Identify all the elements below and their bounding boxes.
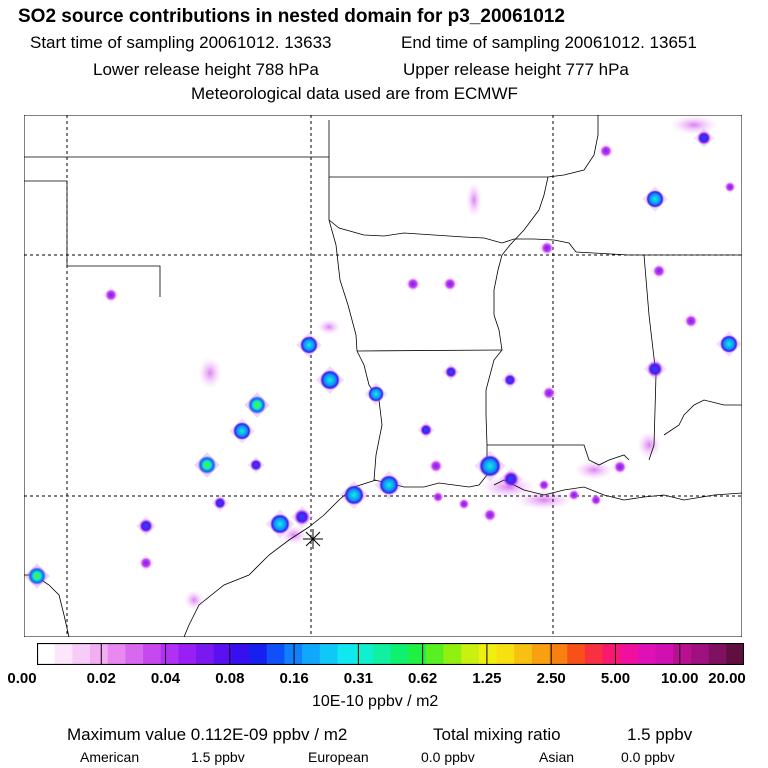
contribution-map xyxy=(24,115,742,637)
plume-layer xyxy=(184,115,718,610)
end-time-label: End time of sampling 20061012. 13651 xyxy=(401,33,697,52)
color-scale-swatch xyxy=(496,643,515,665)
maximum-value-label: Maximum value 0.112E-09 ppbv / m2 xyxy=(67,725,348,744)
color-scale-swatch xyxy=(213,643,233,665)
units-label: 10E-10 ppbv / m2 xyxy=(312,693,439,710)
color-scale-swatch xyxy=(196,643,215,665)
color-scale-frame xyxy=(37,643,744,665)
map-frame xyxy=(24,115,742,637)
color-scale-tick-label: 10.00 xyxy=(660,670,699,687)
color-scale-tick-label: 0.00 xyxy=(7,670,37,687)
color-scale-swatch xyxy=(125,643,144,665)
color-scale-tick-label: 0.04 xyxy=(150,670,181,687)
meteorological-data-label: Meteorological data used are from ECMWF xyxy=(191,84,518,103)
start-time-label: Start time of sampling 20061012. 13633 xyxy=(30,33,332,52)
region-asian-name: Asian xyxy=(539,749,575,765)
color-scale-swatch xyxy=(266,643,286,665)
color-scale-tick-label: 0.16 xyxy=(279,670,309,687)
color-scale-bar xyxy=(37,643,744,665)
total-mixing-ratio-label: Total mixing ratio xyxy=(433,725,561,744)
color-scale-swatch xyxy=(160,643,180,665)
color-scale-tick-label: 20.00 xyxy=(708,670,746,687)
upper-release-height-label: Upper release height 777 hPa xyxy=(403,60,629,79)
color-scale-swatch xyxy=(178,643,197,665)
total-mixing-ratio-value: 1.5 ppbv xyxy=(627,725,693,744)
color-scale-tick-label: 0.31 xyxy=(343,670,373,687)
color-scale-swatch xyxy=(514,643,533,665)
color-scale-swatch xyxy=(72,643,91,665)
color-scale-swatch xyxy=(425,643,445,665)
color-scale-swatch xyxy=(461,643,480,665)
color-scale-swatch xyxy=(531,643,551,665)
state-boundaries xyxy=(24,115,742,637)
lower-release-height-label: Lower release height 788 hPa xyxy=(93,60,319,79)
color-scale-swatch xyxy=(284,643,303,665)
color-scale-swatch xyxy=(443,643,462,665)
color-scale-swatch xyxy=(54,643,73,665)
color-scale-swatch xyxy=(319,643,339,665)
region-european-name: European xyxy=(308,749,369,765)
color-scale-swatch xyxy=(655,643,674,665)
region-asian-value: 0.0 ppbv xyxy=(621,749,675,765)
color-scale-swatch xyxy=(408,643,427,665)
color-scale-tick-label: 0.62 xyxy=(408,670,438,687)
color-scale-tick-label: 0.02 xyxy=(86,670,116,687)
color-scale-swatch xyxy=(690,643,710,665)
region-european-value: 0.0 ppbv xyxy=(421,749,475,765)
region-american-value: 1.5 ppbv xyxy=(191,749,245,765)
color-scale-swatch xyxy=(337,643,356,665)
color-scale-swatch xyxy=(107,643,126,665)
color-scale-swatch xyxy=(584,643,604,665)
color-scale-swatch xyxy=(249,643,268,665)
color-scale-swatch xyxy=(302,643,321,665)
region-american-name: American xyxy=(80,749,140,765)
color-scale-swatch xyxy=(620,643,639,665)
color-scale-tick-label: 5.00 xyxy=(600,670,631,687)
color-scale-swatch xyxy=(143,643,162,665)
color-scale-swatch xyxy=(637,643,657,665)
map-title: SO2 source contributions in nested domai… xyxy=(18,6,565,27)
color-scale-swatch xyxy=(372,643,392,665)
color-scale-swatch xyxy=(549,643,568,665)
color-scale-tick-label: 2.50 xyxy=(536,670,566,687)
color-scale-swatch xyxy=(231,643,250,665)
color-scale-swatch xyxy=(726,643,744,665)
color-scale-tick-label: 0.08 xyxy=(215,670,245,687)
color-scale-swatch xyxy=(708,643,727,665)
color-scale-swatch xyxy=(478,643,498,665)
color-scale-swatch xyxy=(390,643,409,665)
color-scale-swatch xyxy=(90,643,109,665)
color-scale-swatch xyxy=(37,643,56,665)
color-scale-swatch xyxy=(355,643,374,665)
color-scale-swatch xyxy=(567,643,586,665)
receptor-star-icon xyxy=(303,529,323,549)
color-scale-swatch xyxy=(673,643,692,665)
color-scale-tick-label: 1.25 xyxy=(472,670,502,687)
color-scale-swatch xyxy=(602,643,621,665)
